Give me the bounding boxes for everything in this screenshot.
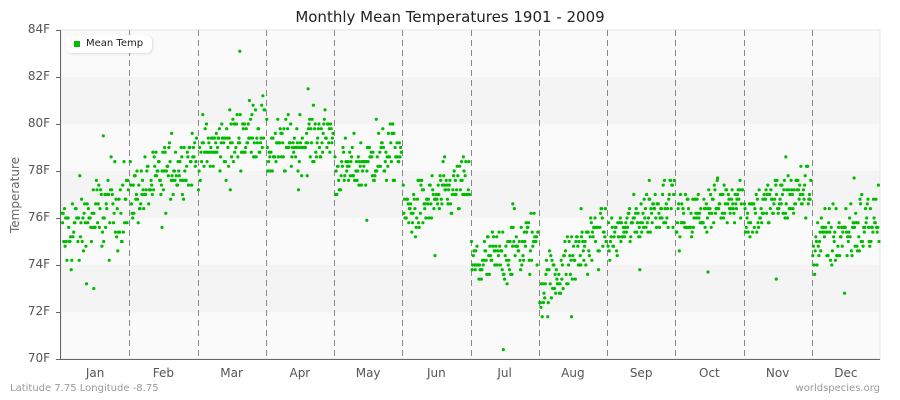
y-tick-label: 72F	[27, 304, 50, 318]
y-tick-label: 84F	[27, 22, 50, 36]
legend-label: Mean Temp	[86, 38, 144, 49]
x-tick-label-dec: Dec	[834, 366, 858, 380]
y-tick-label: 70F	[27, 351, 50, 365]
x-tick-label-jul: Jul	[497, 366, 512, 380]
x-tick-label-jun: Jun	[427, 366, 446, 380]
source-caption: worldspecies.org	[795, 383, 880, 394]
x-tick-label-jan: Jan	[85, 366, 105, 380]
month-dividers	[129, 30, 813, 359]
x-tick-label-aug: Aug	[561, 366, 585, 380]
data-points	[60, 49, 881, 352]
y-tick-label: 82F	[27, 69, 50, 83]
axes	[56, 30, 880, 360]
chart-title: Monthly Mean Temperatures 1901 - 2009	[295, 8, 605, 26]
x-tick-label-nov: Nov	[765, 366, 790, 380]
y-tick-label: 78F	[27, 163, 50, 177]
y-tick-label: 76F	[27, 210, 50, 224]
x-tick-label-oct: Oct	[699, 366, 720, 380]
y-tick-label: 74F	[27, 257, 50, 271]
y-tick-label: 80F	[27, 116, 50, 130]
x-tick-label-sep: Sep	[629, 366, 653, 380]
x-tick-label-apr: Apr	[289, 366, 311, 380]
legend: Mean Temp	[66, 35, 153, 53]
location-caption: Latitude 7.75 Longitude -8.75	[10, 383, 159, 394]
legend-swatch-icon	[74, 40, 80, 47]
x-tick-label-feb: Feb	[152, 366, 174, 380]
x-tick-label-may: May	[355, 366, 381, 380]
x-tick-label-mar: Mar	[220, 366, 243, 380]
